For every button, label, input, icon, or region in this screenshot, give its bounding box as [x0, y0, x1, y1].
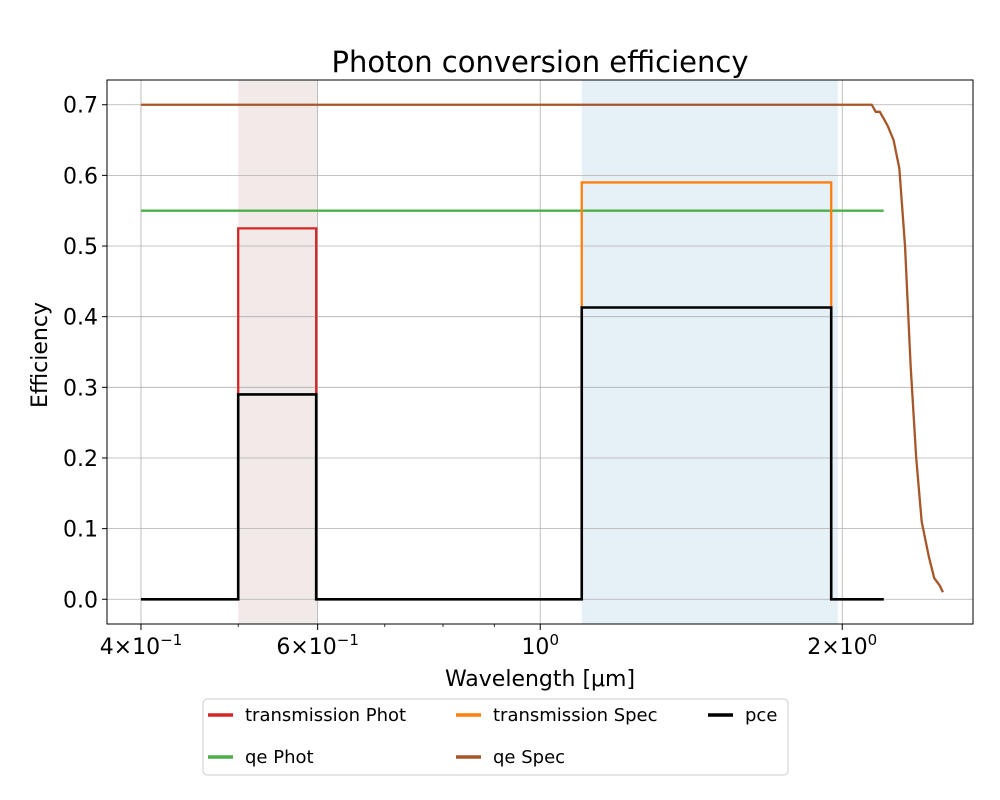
legend-label-2: pce: [745, 705, 777, 726]
series-pce: [140, 306, 884, 601]
shaded-bands: [238, 80, 838, 624]
axis-ticks: 0.0 0.1 0.2 0.3 0.4 0.5 0.6 0.7 4×10−1 6×10−1 100 2…: [63, 94, 877, 660]
y-tick-label-3: 0.3: [63, 376, 98, 401]
x-tick-label-0: 4×10−1: [100, 631, 183, 660]
x-axis-label: Wavelength [μm]: [445, 667, 635, 692]
legend-box: [202, 698, 789, 776]
legend-label-4: qe Spec: [493, 747, 565, 768]
y-tick-label-1: 0.1: [63, 518, 98, 543]
data-series: [140, 103, 944, 601]
y-tick-label-6: 0.6: [63, 164, 98, 189]
band-0: [238, 80, 318, 624]
legend-label-1: transmission Spec: [493, 705, 658, 726]
y-tick-label-5: 0.5: [63, 235, 98, 260]
y-tick-label-7: 0.7: [63, 94, 98, 119]
series-qe-spec: [140, 103, 944, 593]
y-tick-label-4: 0.4: [63, 306, 98, 331]
x-tick-label-3: 2×100: [807, 631, 877, 660]
legend: transmission Phot transmission Spec pce qe …: [202, 698, 789, 776]
y-tick-label-0: 0.0: [63, 588, 98, 613]
chart-title: Photon conversion efficiency: [331, 45, 748, 79]
x-tick-label-2: 100: [521, 631, 559, 660]
legend-label-3: qe Phot: [245, 747, 314, 768]
band-1: [581, 80, 838, 624]
x-tick-label-1: 6×10−1: [276, 631, 359, 660]
legend-label-0: transmission Phot: [245, 705, 406, 726]
y-axis-label: Efficiency: [28, 302, 53, 408]
y-tick-label-2: 0.2: [63, 447, 98, 472]
